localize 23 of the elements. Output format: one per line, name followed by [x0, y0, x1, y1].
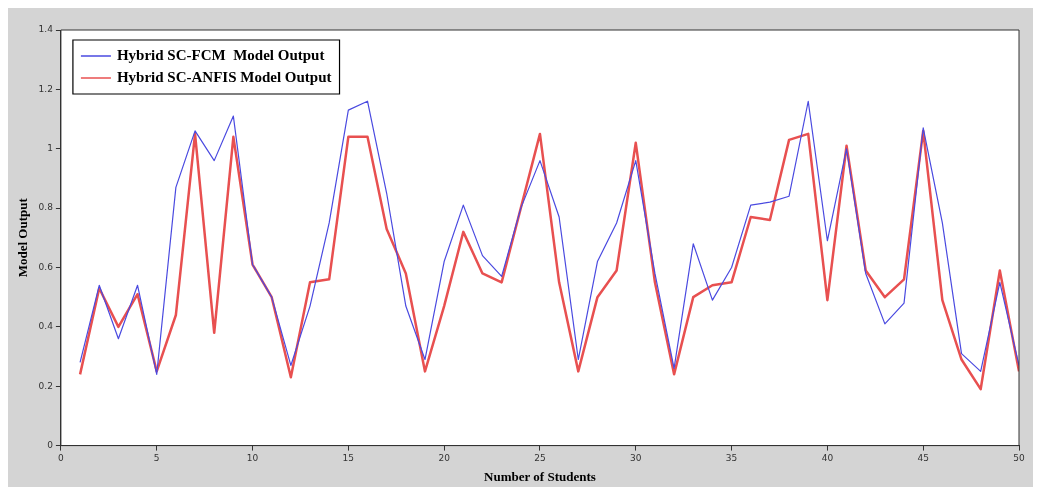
y-tick-label: 1.4: [38, 24, 54, 35]
x-tick-label: 30: [630, 453, 642, 464]
y-tick-label: 0.6: [38, 261, 54, 272]
y-tick-label: 0.2: [38, 380, 53, 391]
y-axis-title: Model Output: [15, 197, 31, 278]
x-tick-label: 40: [821, 453, 834, 464]
x-tick-label: 45: [917, 453, 929, 464]
y-tick-label: 0.4: [38, 321, 54, 332]
x-axis-title: Number of Students: [484, 468, 596, 484]
x-tick-label: 10: [246, 453, 259, 464]
x-tick-label: 20: [438, 453, 451, 464]
y-tick-label: 0.8: [38, 202, 54, 213]
x-tick-label: 15: [342, 453, 355, 464]
legend-label: Hybrid SC-FCM Model Output: [116, 46, 325, 63]
y-tick-label: 0: [47, 439, 54, 450]
x-tick-label: 25: [534, 453, 546, 464]
y-tick-label: 1.2: [38, 83, 53, 94]
x-tick-label: 0: [58, 453, 65, 464]
legend-label: Hybrid SC-ANFIS Model Output: [116, 68, 332, 85]
y-tick-label: 1: [47, 143, 53, 154]
x-tick-label: 35: [725, 453, 738, 464]
x-tick-label: 5: [153, 453, 160, 464]
x-tick-label: 50: [1013, 453, 1025, 464]
